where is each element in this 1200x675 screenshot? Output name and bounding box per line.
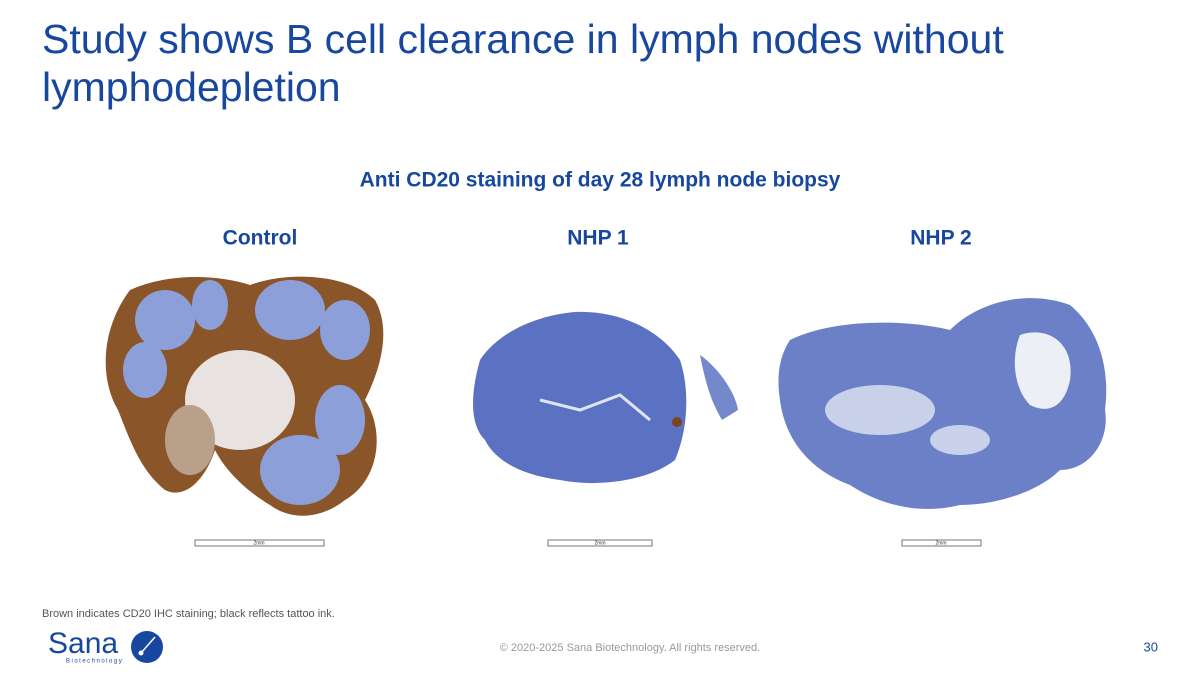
tissue-image-nhp2 [778,298,1107,509]
panel-label: NHP 1 [567,227,629,250]
figure-subtitle: Anti CD20 staining of day 28 lymph node … [360,169,841,192]
footnote: Brown indicates CD20 IHC staining; black… [42,608,335,620]
page-number: 30 [1144,639,1158,654]
logo-name: Sana [48,627,118,660]
scale-bar-label: 2mm [935,540,946,546]
copyright: © 2020-2025 Sana Biotechnology. All righ… [500,642,760,654]
scale-bar-label: 2mm [253,540,264,546]
logo-tagline: Biotechnology [66,659,123,665]
scale-bar [194,539,325,547]
scale-bar [547,539,653,547]
panel-label: Control [223,227,298,250]
title-line: lymphodepletion [42,64,341,110]
scale-bar-label: 2mm [594,540,605,546]
scale-bar [901,539,982,547]
panel-label: NHP 2 [910,227,971,250]
tissue-image-control [105,276,384,516]
logo-mark [131,631,163,663]
tissue-image-nhp1 [473,311,738,484]
title-line: Study shows B cell clearance in lymph no… [42,16,1004,62]
